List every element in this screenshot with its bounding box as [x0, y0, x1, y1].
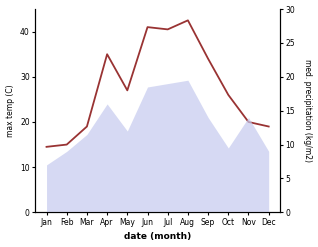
Y-axis label: max temp (C): max temp (C)	[5, 84, 15, 137]
Y-axis label: med. precipitation (kg/m2): med. precipitation (kg/m2)	[303, 59, 313, 162]
X-axis label: date (month): date (month)	[124, 232, 191, 242]
